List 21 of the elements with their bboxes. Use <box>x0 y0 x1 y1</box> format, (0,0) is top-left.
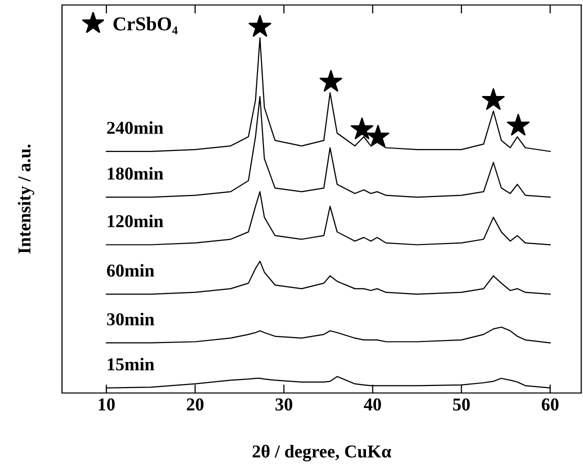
x-tick-label: 60 <box>542 398 559 411</box>
point <box>366 124 390 147</box>
series-label: 30min <box>107 312 154 326</box>
series-label: 60min <box>107 264 154 277</box>
series-label: 15min <box>108 358 154 370</box>
x-tick-label: 20 <box>186 398 204 411</box>
x-axis-title: 2θ / degree, CuKα <box>252 444 392 462</box>
point <box>482 88 505 110</box>
series-label: 180min <box>108 167 164 180</box>
x-tick-label: 30 <box>276 398 292 411</box>
point <box>320 70 342 92</box>
series-label: 120min <box>108 214 164 228</box>
x-tick-label: 50 <box>453 398 470 411</box>
series-label: 240min <box>107 121 164 134</box>
point <box>248 15 272 37</box>
point <box>350 118 374 140</box>
x-tick-label: 40 <box>364 398 381 411</box>
legend-label: CrSbO₄ <box>114 16 178 34</box>
point <box>506 114 530 136</box>
y-axis-title: Intensity / a.u. <box>18 144 34 254</box>
x-tick-label: 10 <box>98 398 115 411</box>
